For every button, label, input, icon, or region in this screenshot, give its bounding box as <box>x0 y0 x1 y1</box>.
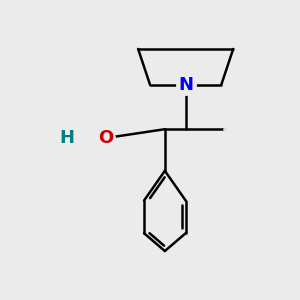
Text: O: O <box>98 129 113 147</box>
Text: N: N <box>178 76 193 94</box>
Text: H: H <box>59 129 74 147</box>
